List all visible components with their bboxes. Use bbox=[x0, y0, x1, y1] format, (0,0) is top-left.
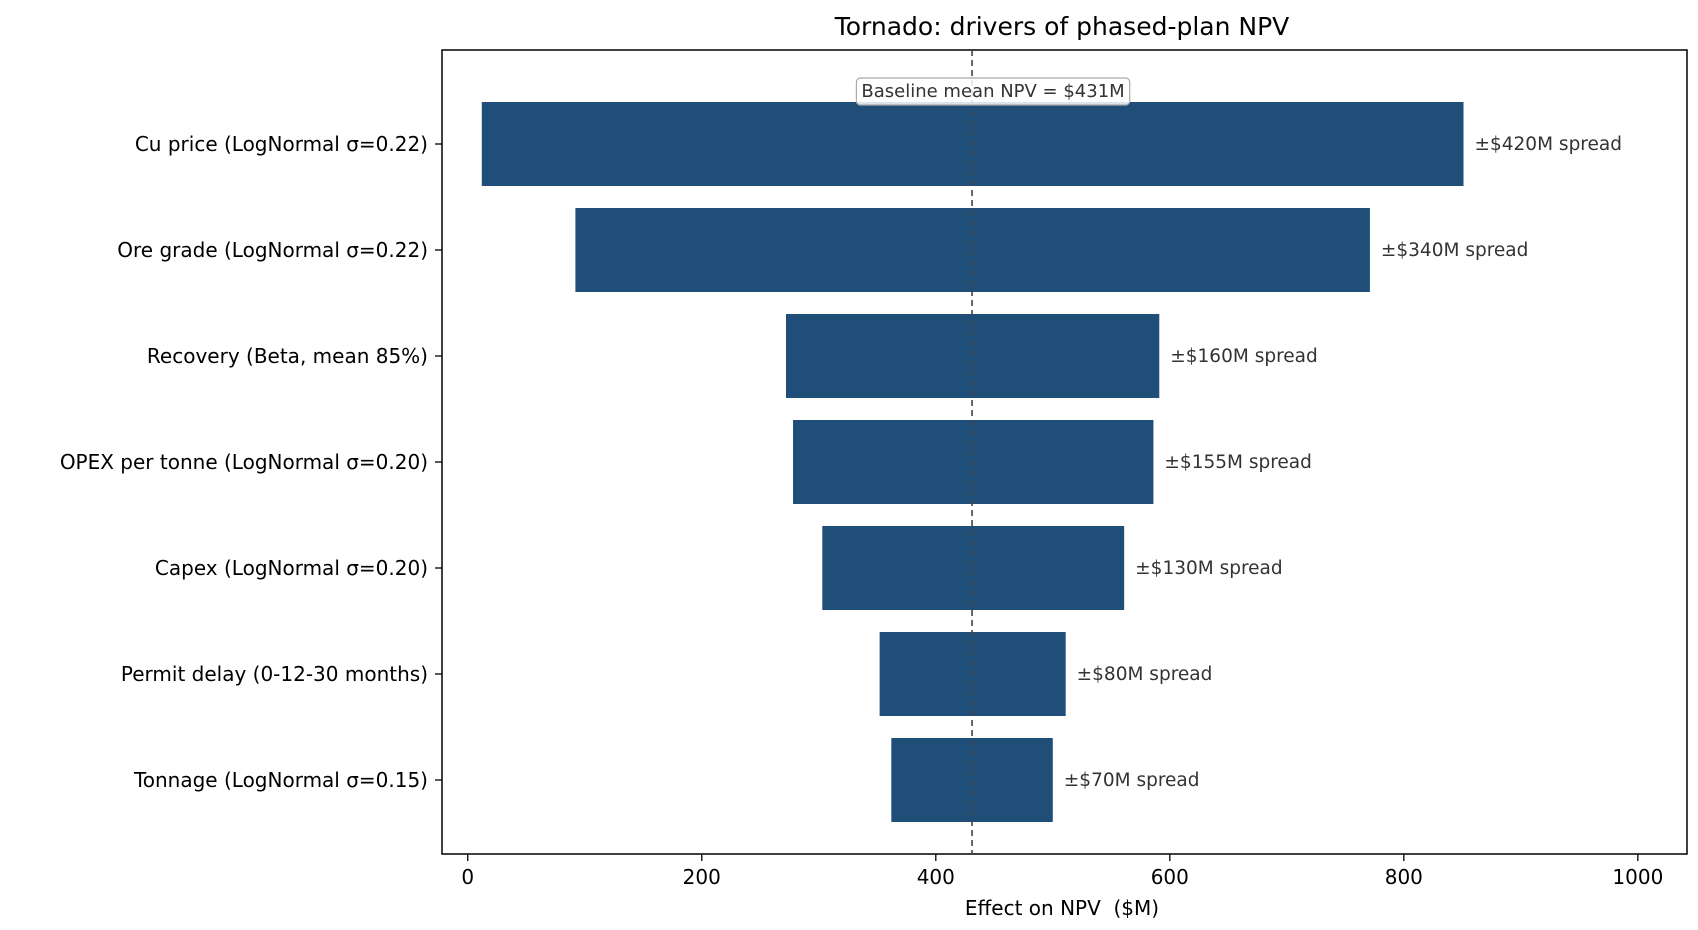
data-labels-group: ±$420M spread ±$340M spread ±$160M spread ±… bbox=[1064, 134, 1622, 791]
chart-title: Tornado: drivers of phased-plan NPV bbox=[834, 12, 1290, 41]
x-tick-label-5: 1000 bbox=[1612, 865, 1663, 889]
x-tick-label-0: 0 bbox=[461, 865, 474, 889]
data-label-6: ±$70M spread bbox=[1064, 770, 1200, 791]
baseline-annotation: Baseline mean NPV = $431M bbox=[855, 77, 1131, 106]
data-label-0: ±$420M spread bbox=[1475, 134, 1622, 155]
category-label-4: Capex (LogNormal σ=0.20) bbox=[155, 556, 428, 580]
x-tick-label-1: 200 bbox=[683, 865, 721, 889]
x-tick-label-3: 600 bbox=[1151, 865, 1189, 889]
category-label-2: Recovery (Beta, mean 85%) bbox=[147, 344, 428, 368]
baseline-label: Baseline mean NPV = $431M bbox=[861, 81, 1124, 102]
bar-4 bbox=[822, 526, 1125, 610]
category-labels-group: Cu price (LogNormal σ=0.22) Ore grade (Lo… bbox=[60, 132, 442, 792]
bar-3 bbox=[793, 420, 1154, 504]
data-label-4: ±$130M spread bbox=[1135, 558, 1282, 579]
x-tick-label-4: 800 bbox=[1385, 865, 1423, 889]
baseline-label-box bbox=[855, 77, 1131, 106]
plot-frame bbox=[441, 49, 1688, 855]
data-label-5: ±$80M spread bbox=[1077, 664, 1213, 685]
data-label-2: ±$160M spread bbox=[1170, 346, 1317, 367]
category-label-3: OPEX per tonne (LogNormal σ=0.20) bbox=[60, 450, 428, 474]
x-ticks-group: 0 200 400 600 800 1000 bbox=[461, 854, 1663, 889]
data-label-1: ±$340M spread bbox=[1381, 240, 1528, 261]
category-label-1: Ore grade (LogNormal σ=0.22) bbox=[117, 238, 428, 262]
category-label-6: Tonnage (LogNormal σ=0.15) bbox=[133, 768, 428, 792]
category-label-0: Cu price (LogNormal σ=0.22) bbox=[135, 132, 428, 156]
x-tick-label-2: 400 bbox=[917, 865, 955, 889]
x-axis-label: Effect on NPV ($M) bbox=[965, 896, 1159, 920]
data-label-3: ±$155M spread bbox=[1164, 452, 1311, 473]
category-label-5: Permit delay (0-12-30 months) bbox=[121, 662, 428, 686]
